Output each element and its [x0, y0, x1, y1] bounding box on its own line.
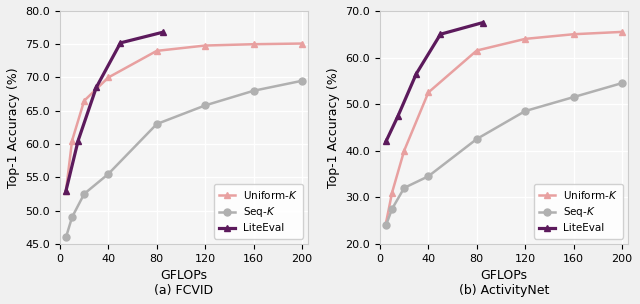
- LiteEval: [394, 114, 402, 118]
- Seq-$\mathit{K}$: [153, 122, 161, 126]
- Uniform-$\mathit{K}$: [81, 99, 88, 102]
- Seq-$\mathit{K}$: [202, 104, 209, 107]
- LiteEval: [479, 21, 486, 24]
- Uniform-$\mathit{K}$: [618, 30, 626, 34]
- Seq-$\mathit{K}$: [104, 172, 112, 176]
- Uniform-$\mathit{K}$: [401, 149, 408, 153]
- Legend: Uniform-$\mathit{K}$, Seq-$\mathit{K}$, LiteEval: Uniform-$\mathit{K}$, Seq-$\mathit{K}$, …: [214, 184, 303, 239]
- Seq-$\mathit{K}$: [81, 192, 88, 196]
- Uniform-$\mathit{K}$: [153, 49, 161, 53]
- Seq-$\mathit{K}$: [522, 109, 529, 113]
- Uniform-$\mathit{K}$: [388, 191, 396, 194]
- Line: Seq-$\mathit{K}$: Seq-$\mathit{K}$: [383, 80, 625, 229]
- Seq-$\mathit{K}$: [388, 207, 396, 211]
- Line: LiteEval: LiteEval: [63, 29, 166, 194]
- LiteEval: [74, 139, 82, 143]
- LiteEval: [116, 41, 124, 45]
- LiteEval: [62, 189, 70, 192]
- X-axis label: GFLOPs
(a) FCVID: GFLOPs (a) FCVID: [154, 269, 214, 297]
- Seq-$\mathit{K}$: [382, 223, 390, 227]
- LiteEval: [436, 33, 444, 36]
- Y-axis label: Top-1 Accuracy (%): Top-1 Accuracy (%): [7, 67, 20, 188]
- Y-axis label: Top-1 Accuracy (%): Top-1 Accuracy (%): [327, 67, 340, 188]
- Seq-$\mathit{K}$: [298, 79, 306, 83]
- Uniform-$\mathit{K}$: [382, 221, 390, 225]
- Seq-$\mathit{K}$: [250, 89, 257, 93]
- Seq-$\mathit{K}$: [618, 81, 626, 85]
- Uniform-$\mathit{K}$: [202, 44, 209, 47]
- LiteEval: [92, 86, 100, 89]
- Uniform-$\mathit{K}$: [298, 42, 306, 45]
- Seq-$\mathit{K}$: [570, 95, 577, 99]
- Uniform-$\mathit{K}$: [68, 139, 76, 143]
- Uniform-$\mathit{K}$: [62, 189, 70, 192]
- Seq-$\mathit{K}$: [401, 186, 408, 190]
- Seq-$\mathit{K}$: [68, 215, 76, 219]
- Line: Uniform-$\mathit{K}$: Uniform-$\mathit{K}$: [383, 29, 625, 226]
- Legend: Uniform-$\mathit{K}$, Seq-$\mathit{K}$, LiteEval: Uniform-$\mathit{K}$, Seq-$\mathit{K}$, …: [534, 184, 623, 239]
- Uniform-$\mathit{K}$: [104, 76, 112, 79]
- Seq-$\mathit{K}$: [62, 235, 70, 239]
- LiteEval: [159, 30, 166, 34]
- Seq-$\mathit{K}$: [473, 137, 481, 141]
- Line: Seq-$\mathit{K}$: Seq-$\mathit{K}$: [63, 77, 305, 240]
- Uniform-$\mathit{K}$: [424, 91, 432, 94]
- Line: Uniform-$\mathit{K}$: Uniform-$\mathit{K}$: [63, 40, 305, 194]
- Uniform-$\mathit{K}$: [522, 37, 529, 41]
- Seq-$\mathit{K}$: [424, 174, 432, 178]
- Uniform-$\mathit{K}$: [473, 49, 481, 52]
- Line: LiteEval: LiteEval: [383, 19, 486, 145]
- X-axis label: GFLOPs
(b) ActivityNet: GFLOPs (b) ActivityNet: [459, 269, 549, 297]
- LiteEval: [382, 140, 390, 143]
- Uniform-$\mathit{K}$: [250, 42, 257, 46]
- Uniform-$\mathit{K}$: [570, 33, 577, 36]
- LiteEval: [412, 72, 420, 76]
